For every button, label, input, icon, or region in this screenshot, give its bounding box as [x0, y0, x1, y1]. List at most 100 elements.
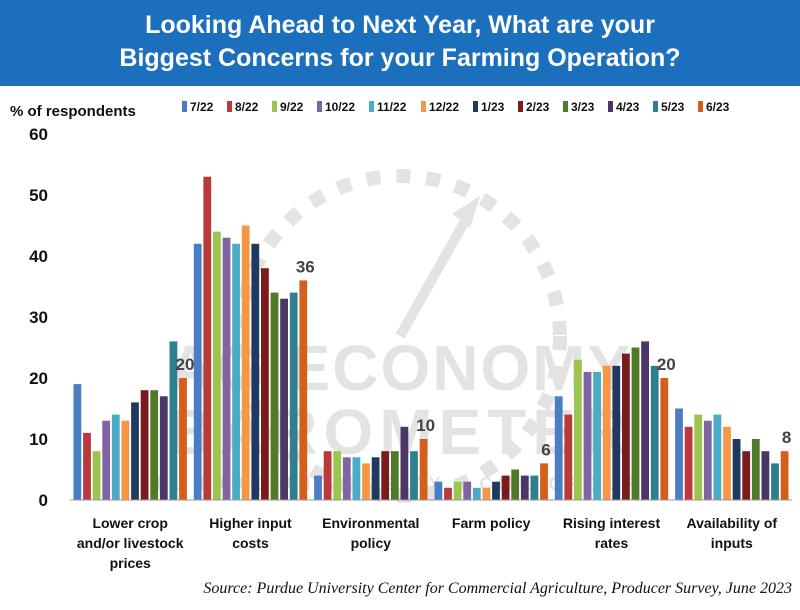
- bar: [694, 414, 703, 500]
- legend-swatch: [227, 101, 232, 112]
- bar: [213, 231, 221, 500]
- bar: [280, 298, 288, 500]
- bar: [631, 347, 640, 500]
- legend-label: 10/22: [325, 100, 355, 114]
- x-tick-label: Farm policy: [452, 515, 531, 531]
- bar: [732, 439, 741, 500]
- bar: [410, 451, 418, 500]
- legend-label: 8/22: [235, 100, 259, 114]
- y-tick-label: 30: [29, 308, 48, 327]
- bar: [520, 475, 529, 500]
- x-tick-label: Rising interest: [563, 515, 661, 531]
- bar: [434, 481, 443, 500]
- legend-swatch: [272, 101, 277, 112]
- x-axis-category-labels: Lower crop and/or livestock prices Higher i…: [77, 515, 777, 571]
- bar: [270, 292, 279, 500]
- bar: [723, 426, 731, 500]
- bar: [780, 451, 789, 500]
- bar: [362, 463, 370, 500]
- bar: [593, 371, 601, 500]
- data-label: 6: [541, 440, 550, 459]
- watermark-needle-tip: [452, 196, 480, 228]
- watermark-gauge-ring: [233, 169, 567, 503]
- legend-swatch: [698, 101, 703, 112]
- bar: [660, 378, 669, 500]
- bar: [289, 292, 298, 500]
- legend-label: 4/23: [616, 100, 640, 114]
- data-label: 10: [416, 416, 435, 435]
- x-tick-label: and/or livestock: [77, 535, 184, 551]
- data-label: 20: [657, 355, 676, 374]
- bar: [352, 457, 361, 500]
- bar: [102, 420, 111, 500]
- bar: [232, 243, 240, 501]
- bar: [342, 457, 351, 500]
- x-tick-label: inputs: [711, 535, 753, 551]
- bar: [203, 176, 212, 500]
- legend-label: 11/22: [377, 100, 407, 114]
- legend-swatch: [563, 101, 568, 112]
- legend-swatch: [518, 101, 523, 112]
- bar: [511, 469, 520, 500]
- bar: [472, 487, 481, 500]
- bar: [492, 481, 500, 500]
- bar: [684, 426, 693, 500]
- bar: [771, 463, 779, 500]
- bar: [251, 243, 260, 501]
- legend-swatch: [317, 101, 322, 112]
- legend-swatch: [369, 101, 374, 112]
- legend-label: 6/23: [706, 100, 730, 114]
- bar: [241, 225, 250, 500]
- bar: [675, 408, 683, 500]
- bar: [530, 475, 539, 500]
- bar: [612, 365, 621, 500]
- data-label: 20: [176, 355, 195, 374]
- bar: [371, 457, 380, 500]
- bar: [323, 451, 332, 500]
- legend-label: 7/22: [190, 100, 214, 114]
- bar: [761, 451, 770, 500]
- chart-title-line-1: Looking Ahead to Next Year, What are you…: [145, 11, 655, 39]
- bar: [314, 475, 322, 500]
- bar: [501, 475, 510, 500]
- x-tick-label: rates: [595, 535, 629, 551]
- legend: 7/22 8/22 9/22 10/22 11/22 12/22 1/23 2/23 3/23 4…: [182, 100, 730, 114]
- bar: [299, 280, 308, 500]
- legend-label: 1/23: [481, 100, 505, 114]
- x-tick-label: Availability of: [687, 515, 778, 531]
- bar: [713, 414, 722, 500]
- bar: [583, 371, 592, 500]
- x-tick-label: costs: [232, 535, 269, 551]
- y-axis-label: % of respondents: [10, 103, 136, 120]
- bar: [602, 365, 611, 500]
- bar: [453, 481, 462, 500]
- x-tick-label: Higher input: [209, 515, 292, 531]
- bar: [131, 402, 139, 500]
- data-labels: 20 36 10 6 20 8: [176, 257, 792, 459]
- bar: [381, 451, 390, 500]
- x-tick-label: Environmental: [322, 515, 419, 531]
- bar: [193, 243, 202, 501]
- legend-swatch: [182, 101, 187, 112]
- bar: [390, 451, 399, 500]
- y-tick-label: 60: [29, 125, 48, 144]
- bar: [73, 384, 82, 500]
- y-tick-label: 40: [29, 247, 48, 266]
- bar: [169, 341, 178, 500]
- bar: [564, 414, 573, 500]
- y-axis-ticks: 0 10 20 30 40 50 60: [29, 125, 48, 510]
- legend-label: 2/23: [526, 100, 550, 114]
- bar: [703, 420, 712, 500]
- bar: [400, 426, 409, 500]
- legend-label: 5/23: [661, 100, 685, 114]
- bar: [83, 432, 91, 500]
- legend-label: 12/22: [429, 100, 459, 114]
- legend-label: 9/22: [280, 100, 304, 114]
- bar: [140, 390, 149, 500]
- bar: [540, 463, 548, 500]
- data-label: 8: [782, 428, 791, 447]
- bar: [111, 414, 120, 500]
- bar: [444, 487, 452, 500]
- y-tick-label: 10: [29, 430, 48, 449]
- legend-swatch: [608, 101, 613, 112]
